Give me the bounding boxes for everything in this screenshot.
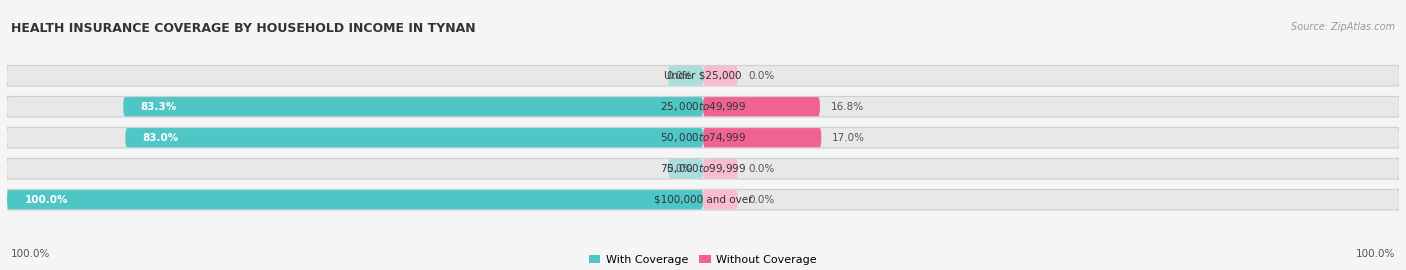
Legend: With Coverage, Without Coverage: With Coverage, Without Coverage [585,250,821,269]
Text: Source: ZipAtlas.com: Source: ZipAtlas.com [1291,22,1395,32]
Text: $75,000 to $99,999: $75,000 to $99,999 [659,162,747,175]
Text: 100.0%: 100.0% [1355,249,1395,259]
Text: 100.0%: 100.0% [24,195,67,205]
FancyBboxPatch shape [7,97,1399,116]
FancyBboxPatch shape [703,128,821,147]
FancyBboxPatch shape [668,66,703,85]
Text: 16.8%: 16.8% [831,102,863,112]
FancyBboxPatch shape [7,190,703,209]
Text: $25,000 to $49,999: $25,000 to $49,999 [659,100,747,113]
FancyBboxPatch shape [7,128,1399,147]
FancyBboxPatch shape [124,97,703,116]
FancyBboxPatch shape [7,190,1399,209]
FancyBboxPatch shape [703,97,820,116]
Text: 0.0%: 0.0% [748,195,775,205]
FancyBboxPatch shape [7,159,1399,178]
Text: 83.3%: 83.3% [141,102,177,112]
FancyBboxPatch shape [6,96,1400,117]
Text: 0.0%: 0.0% [748,71,775,81]
Text: 0.0%: 0.0% [666,164,693,174]
Text: 83.0%: 83.0% [143,133,179,143]
Text: 17.0%: 17.0% [832,133,865,143]
FancyBboxPatch shape [703,159,738,178]
Text: Under $25,000: Under $25,000 [664,71,742,81]
FancyBboxPatch shape [668,159,703,178]
FancyBboxPatch shape [6,189,1400,211]
Text: 0.0%: 0.0% [748,164,775,174]
FancyBboxPatch shape [703,66,738,85]
FancyBboxPatch shape [125,128,703,147]
FancyBboxPatch shape [6,158,1400,180]
Text: 100.0%: 100.0% [11,249,51,259]
FancyBboxPatch shape [6,127,1400,148]
Text: HEALTH INSURANCE COVERAGE BY HOUSEHOLD INCOME IN TYNAN: HEALTH INSURANCE COVERAGE BY HOUSEHOLD I… [11,22,475,35]
FancyBboxPatch shape [6,65,1400,87]
Text: 0.0%: 0.0% [666,71,693,81]
FancyBboxPatch shape [7,66,1399,85]
Text: $100,000 and over: $100,000 and over [654,195,752,205]
FancyBboxPatch shape [703,190,738,209]
Text: $50,000 to $74,999: $50,000 to $74,999 [659,131,747,144]
